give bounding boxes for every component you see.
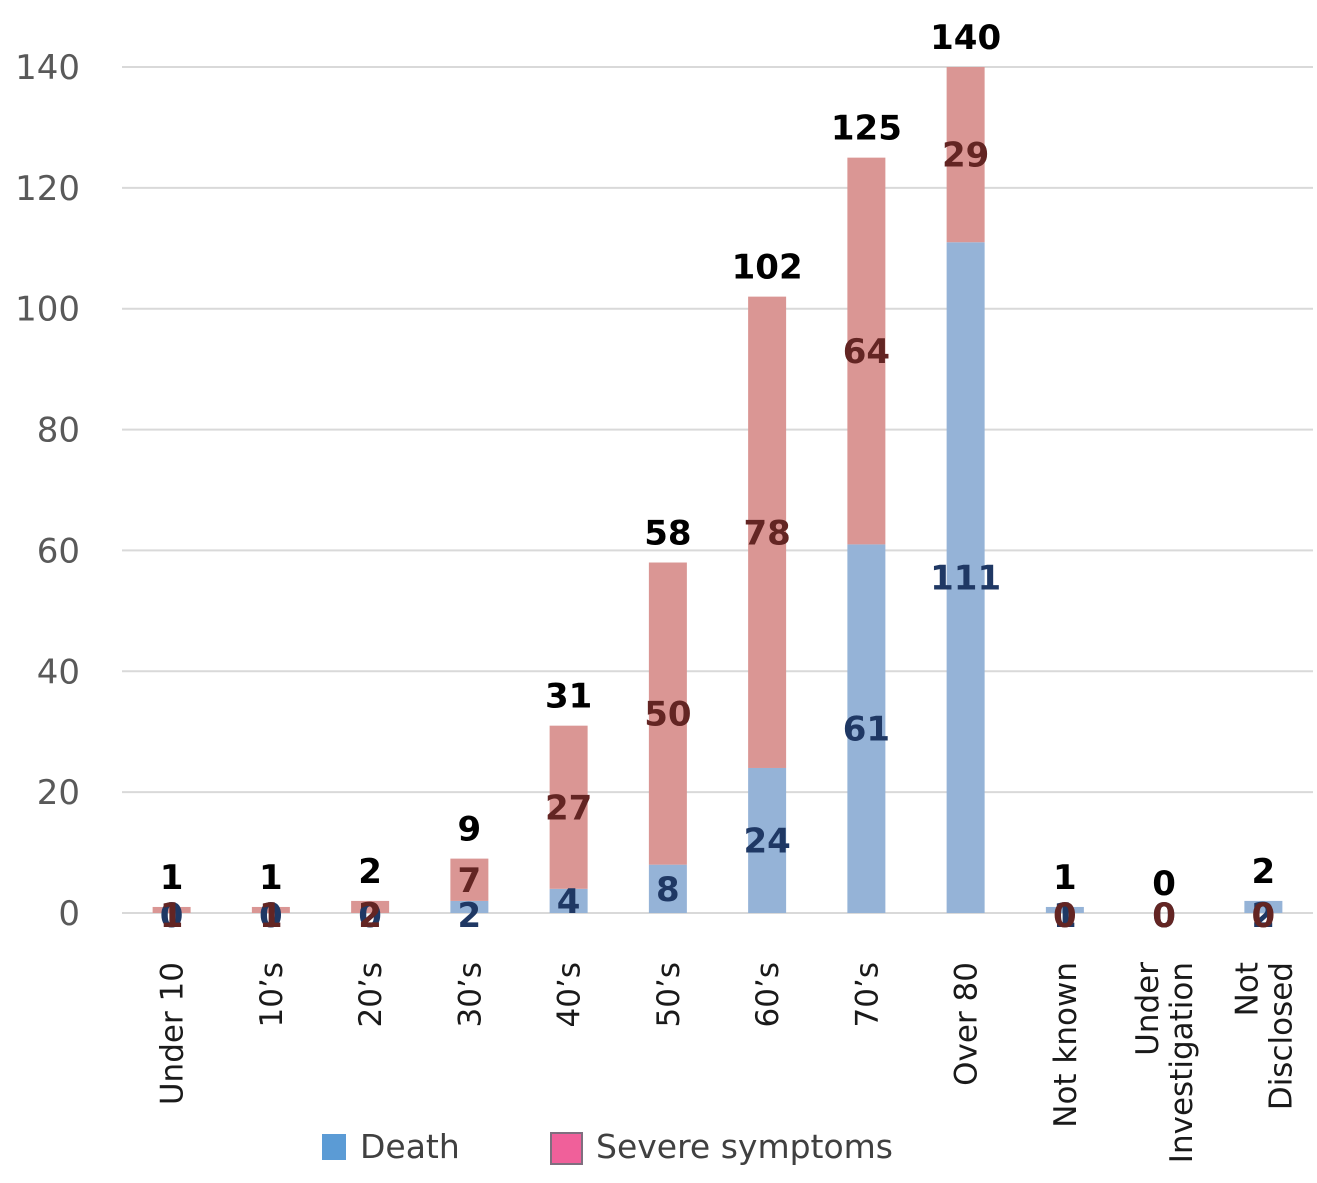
total-label: 102	[732, 248, 803, 288]
bar-severe	[549, 725, 588, 889]
x-category-label: Under	[1130, 962, 1166, 1056]
severe-value-label: 0	[1152, 896, 1176, 936]
death-value-label: 2	[458, 896, 482, 936]
death-value-label: 0	[259, 896, 283, 936]
bar-death	[1244, 900, 1283, 913]
death-value-label: 24	[743, 821, 790, 861]
severe-value-label: 7	[458, 861, 482, 901]
death-value-label: 2	[1252, 896, 1276, 936]
x-category-label: Under 10	[155, 962, 191, 1105]
bar-death	[946, 242, 985, 913]
x-category-label: Not known	[1048, 962, 1084, 1128]
y-tick-label: 140	[15, 48, 80, 88]
x-category-label: 70’s	[849, 962, 885, 1027]
death-value-label: 8	[656, 870, 680, 910]
severe-value-label: 29	[942, 136, 989, 176]
bar-death	[549, 888, 588, 913]
bar-death	[648, 864, 687, 913]
death-value-label: 61	[843, 710, 890, 750]
severe-value-label: 0	[1053, 896, 1077, 936]
x-category-label: Investigation	[1164, 962, 1200, 1163]
total-label: 1	[1053, 858, 1077, 898]
bar-severe	[946, 67, 985, 243]
y-tick-label: 20	[37, 773, 80, 813]
legend-label-severe: Severe symptoms	[596, 1127, 893, 1166]
death-value-label: 1	[1053, 896, 1077, 936]
bar-severe	[351, 900, 390, 913]
y-tick-label: 100	[15, 290, 80, 330]
severe-value-label: 1	[259, 896, 283, 936]
x-category-label: 20’s	[353, 962, 389, 1027]
death-value-label: 0	[160, 896, 184, 936]
total-label: 1	[160, 858, 184, 898]
severe-value-label: 27	[545, 788, 592, 828]
legend-swatch-severe	[550, 1132, 583, 1165]
bar-severe	[251, 906, 290, 913]
x-category-label: 10’s	[254, 962, 290, 1027]
total-label: 2	[358, 852, 382, 892]
y-tick-label: 60	[37, 531, 80, 571]
death-value-label: 4	[557, 882, 581, 922]
severe-value-label: 50	[644, 695, 691, 735]
x-category-label: Over 80	[949, 962, 985, 1086]
bar-death	[847, 544, 886, 913]
total-label: 125	[831, 109, 902, 149]
death-value-label: 0	[1152, 896, 1176, 936]
death-value-label: 111	[930, 559, 1001, 599]
x-category-label: 40’s	[552, 962, 588, 1027]
total-label: 1	[259, 858, 283, 898]
bar-death	[748, 767, 787, 913]
legend-label-death: Death	[360, 1127, 460, 1166]
x-category-label: Disclosed	[1263, 962, 1299, 1110]
severe-value-label: 78	[743, 513, 790, 553]
y-tick-label: 120	[15, 169, 80, 209]
total-label: 140	[930, 18, 1001, 58]
x-category-label: 60’s	[750, 962, 786, 1027]
severe-value-label: 2	[358, 896, 382, 936]
bar-severe	[450, 858, 489, 901]
bar-severe	[847, 157, 886, 545]
severe-value-label: 0	[1252, 896, 1276, 936]
total-label: 58	[644, 514, 691, 554]
x-category-label: Not	[1229, 962, 1265, 1016]
legend-swatch-death	[322, 1134, 346, 1160]
x-category-label: 30’s	[452, 962, 488, 1027]
y-tick-label: 80	[37, 411, 80, 451]
bar-death	[450, 900, 489, 913]
bar-death	[1045, 906, 1084, 913]
bar-severe	[648, 562, 687, 865]
total-label: 2	[1252, 852, 1276, 892]
severe-value-label: 64	[843, 332, 890, 372]
y-tick-label: 0	[58, 894, 80, 934]
total-label: 31	[545, 677, 592, 717]
total-label: 0	[1152, 864, 1176, 904]
y-tick-label: 40	[37, 652, 80, 692]
total-label: 9	[458, 810, 482, 850]
severe-value-label: 1	[160, 896, 184, 936]
bar-severe	[748, 296, 787, 768]
x-category-label: 50’s	[651, 962, 687, 1027]
death-value-label: 0	[358, 896, 382, 936]
bar-severe	[152, 906, 191, 913]
